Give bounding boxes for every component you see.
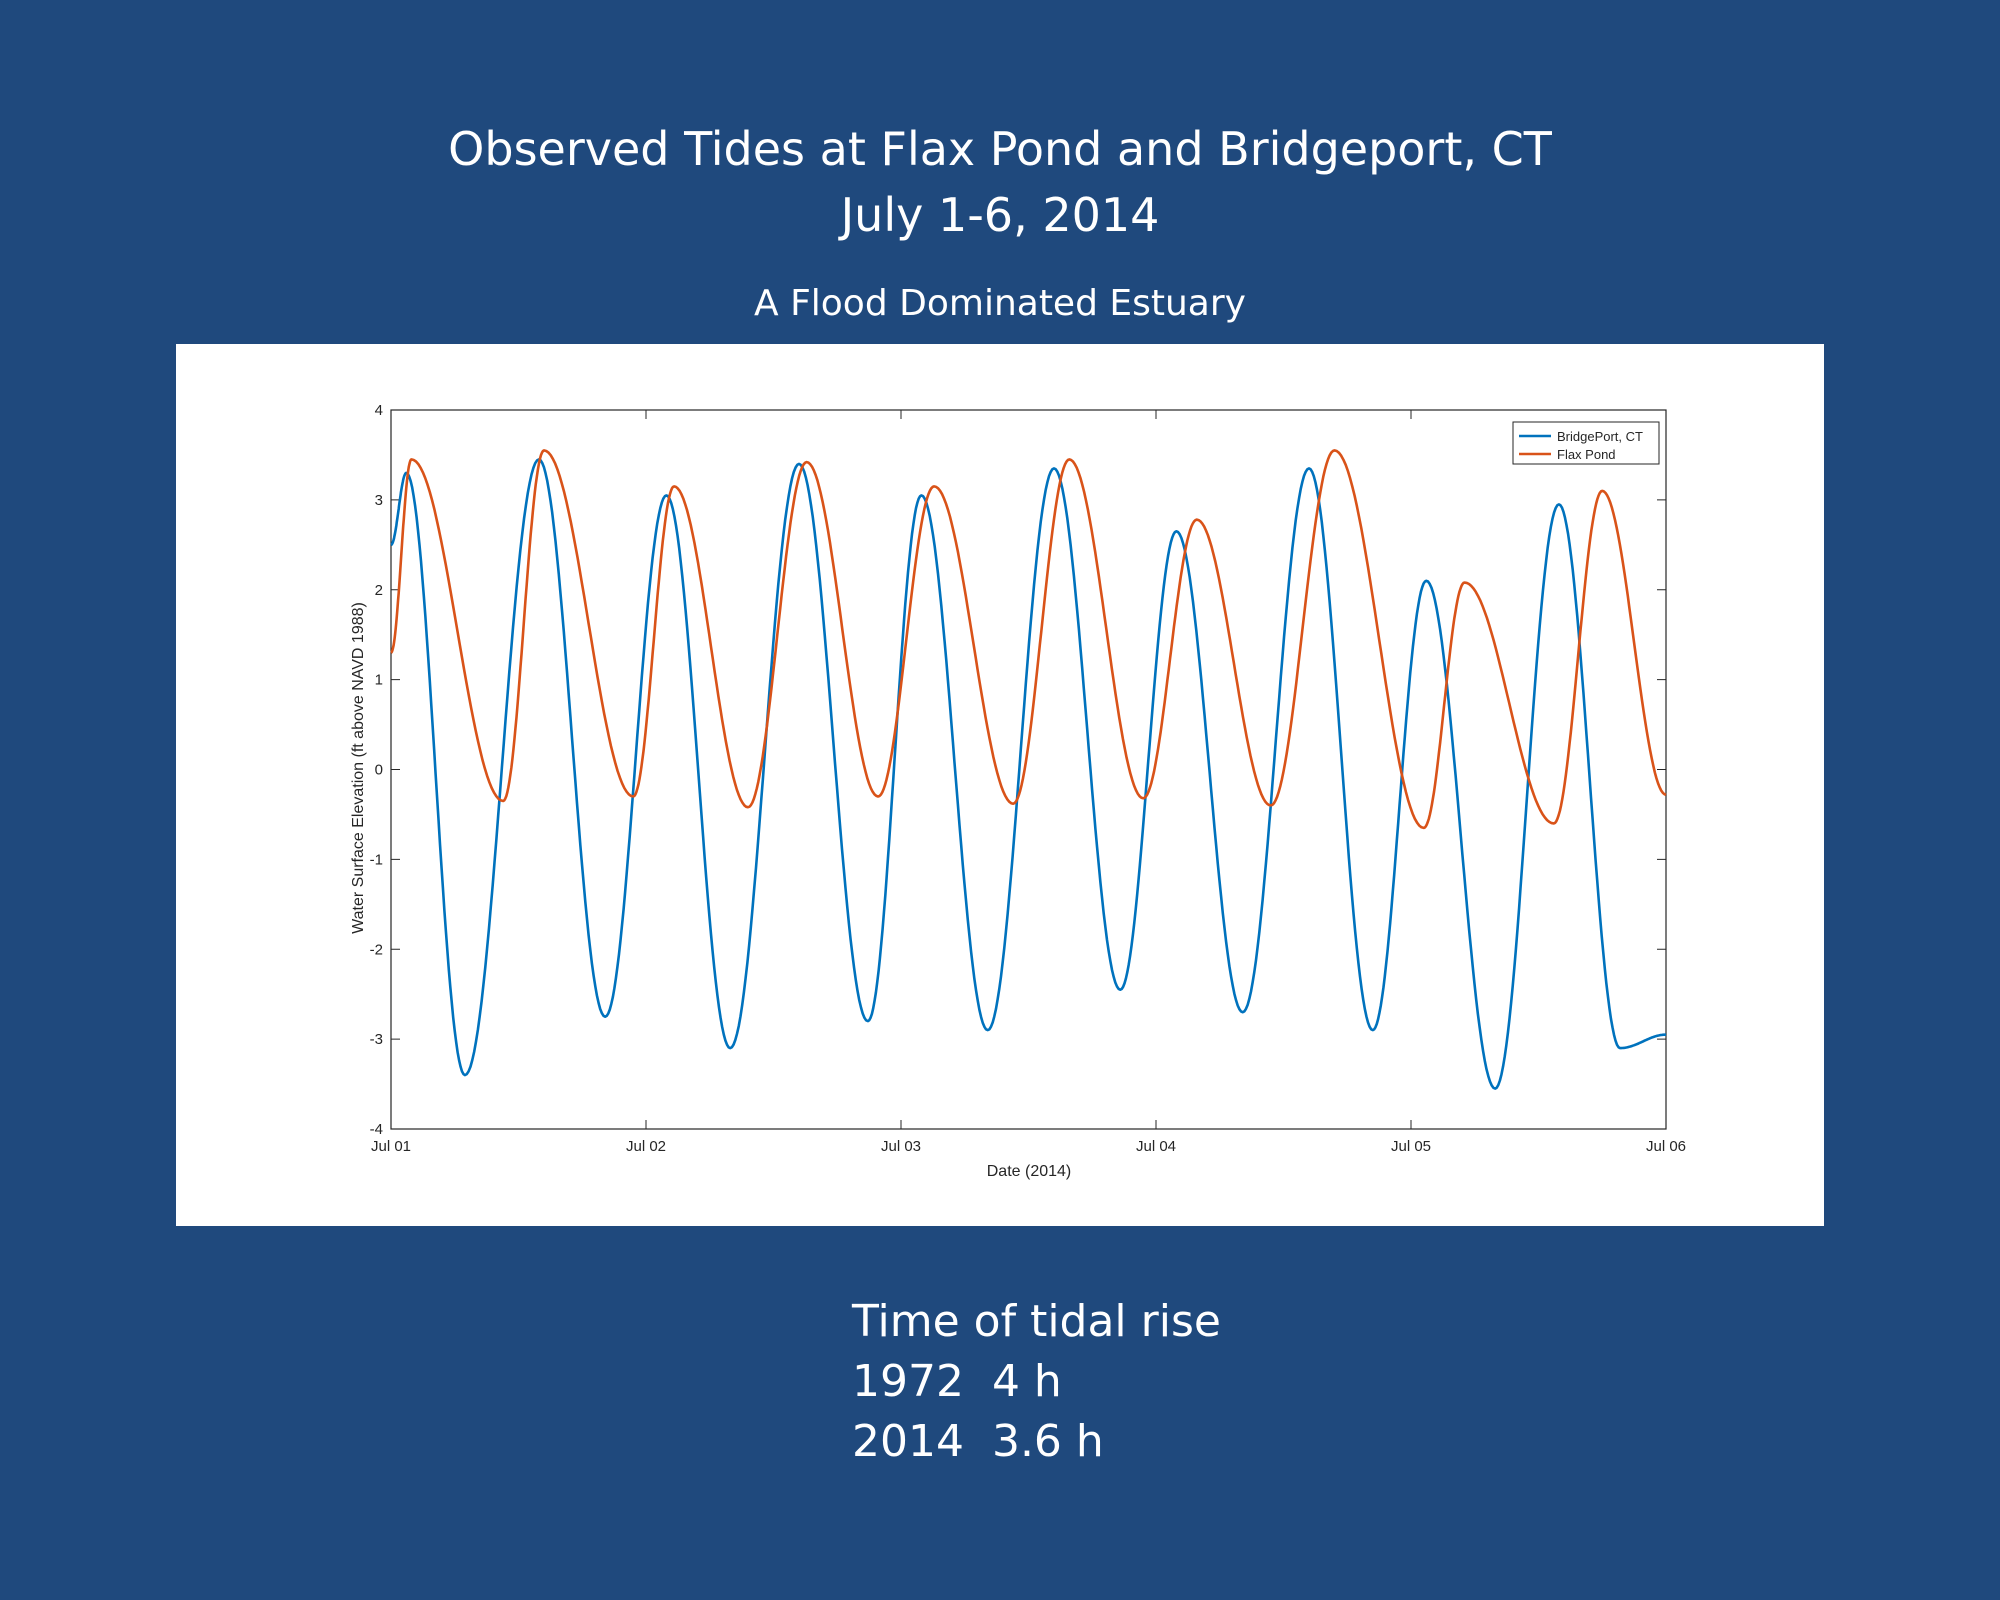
y-tick-label: 2	[375, 582, 383, 599]
slide-subtitle: A Flood Dominated Estuary	[754, 283, 1246, 324]
legend-label: Flax Pond	[1557, 447, 1616, 462]
legend-label: BridgePort, CT	[1557, 429, 1643, 444]
x-tick-label: Jul 03	[881, 1138, 921, 1155]
y-axis-label: Water Surface Elevation (ft above NAVD 1…	[350, 602, 367, 934]
tidal-rise-notes: Time of tidal rise 1972 4 h 2014 3.6 h	[852, 1292, 1221, 1472]
notes-line-2014: 2014 3.6 h	[852, 1416, 1104, 1467]
notes-heading: Time of tidal rise	[852, 1296, 1221, 1347]
x-tick-label: Jul 04	[1136, 1138, 1176, 1155]
x-tick-label: Jul 01	[371, 1138, 411, 1155]
y-tick-label: 3	[375, 492, 383, 509]
notes-line-1972: 1972 4 h	[852, 1356, 1062, 1407]
slide-title-line2: July 1-6, 2014	[840, 188, 1160, 242]
tide-chart: -4 -3 -2 -1 0 1 2 3 4 Jul 01 Jul 02 Jul 03 Jul 04 Jul…	[350, 402, 1686, 1180]
y-tick-label: -2	[370, 941, 383, 958]
series-line-bridgeport-ct	[390, 458, 1667, 1090]
legend-box	[1512, 421, 1660, 465]
x-tick-label: Jul 06	[1646, 1138, 1686, 1155]
y-tick-label: -3	[370, 1031, 383, 1048]
plot-frame	[390, 409, 1667, 1130]
x-tick-label: Jul 02	[626, 1138, 666, 1155]
x-tick-label: Jul 05	[1391, 1138, 1431, 1155]
y-tick-label: 1	[375, 672, 383, 689]
series-line-flax-pond	[390, 449, 1667, 830]
x-axis-label: Date (2014)	[987, 1163, 1072, 1180]
y-tick-label: -1	[370, 851, 383, 868]
y-tick-label: 0	[375, 762, 383, 779]
chart-panel: -4 -3 -2 -1 0 1 2 3 4 Jul 01 Jul 02 Jul 03 Jul 04 Jul…	[176, 344, 1824, 1226]
y-tick-label: -4	[370, 1121, 383, 1138]
slide-title-line1: Observed Tides at Flax Pond and Bridgepo…	[448, 122, 1552, 176]
y-tick-label: 4	[375, 402, 383, 419]
